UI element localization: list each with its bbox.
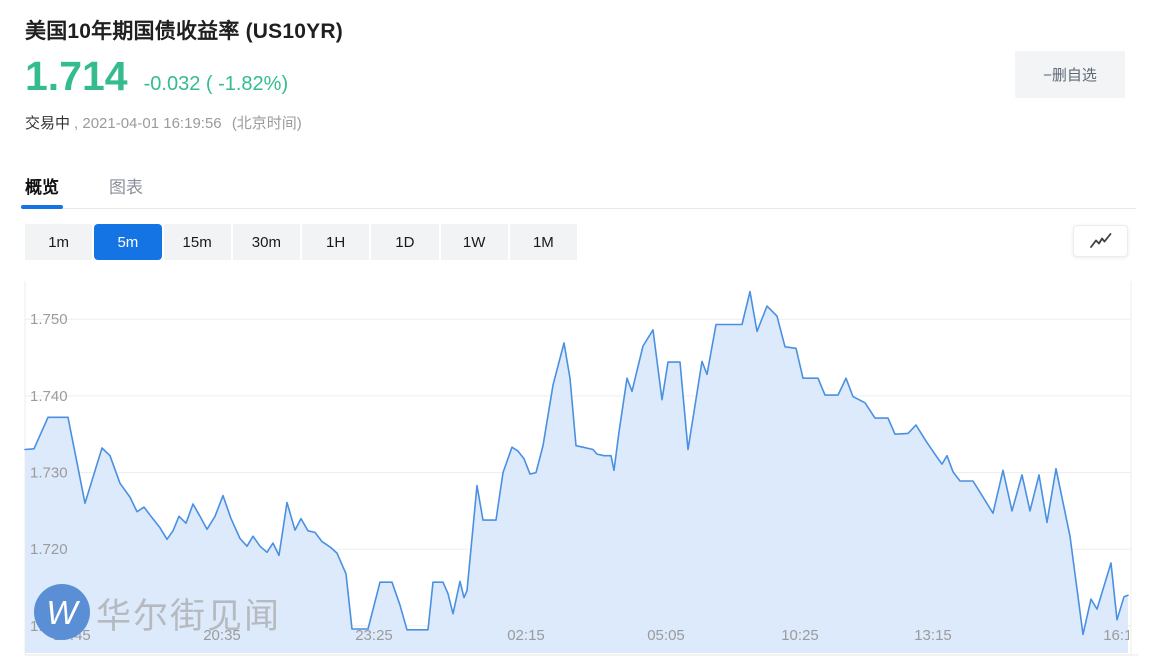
watermark-logo-letter: W bbox=[46, 594, 80, 631]
timeframe-1W[interactable]: 1W bbox=[440, 224, 508, 260]
svg-text:10:25: 10:25 bbox=[781, 627, 819, 644]
watermark-brand-text: 华尔街见闻 bbox=[96, 597, 281, 636]
trading-status: 交易中, 2021-04-01 16:19:56 (北京时间) bbox=[25, 112, 302, 133]
tab-label: 图表 bbox=[109, 177, 143, 197]
tab-label: 概览 bbox=[25, 177, 59, 197]
timezone-label: (北京时间) bbox=[231, 115, 302, 132]
svg-text:16:15: 16:15 bbox=[1103, 627, 1141, 644]
timeframe-1m[interactable]: 1m bbox=[25, 224, 93, 260]
tab-bar: 概览 图表 bbox=[21, 162, 1136, 209]
yield-area-series bbox=[24, 290, 1129, 653]
chart-type-button[interactable] bbox=[1073, 225, 1128, 257]
page-title: 美国10年期国债收益率 (US10YR) bbox=[25, 20, 343, 43]
timeframe-1M[interactable]: 1M bbox=[509, 224, 577, 260]
svg-text:1.720: 1.720 bbox=[30, 541, 68, 558]
svg-text:1.730: 1.730 bbox=[30, 465, 68, 482]
svg-text:1.740: 1.740 bbox=[30, 388, 68, 405]
line-chart-icon bbox=[1089, 233, 1111, 248]
price-row: 1.714 -0.032 ( -1.82%) bbox=[25, 56, 288, 97]
remove-watchlist-button[interactable]: −删自选 bbox=[1015, 51, 1125, 98]
timeframe-30m[interactable]: 30m bbox=[232, 224, 300, 260]
timeframe-15m[interactable]: 15m bbox=[163, 224, 231, 260]
tab-chart[interactable]: 图表 bbox=[109, 162, 143, 208]
svg-text:02:15: 02:15 bbox=[507, 627, 545, 644]
timeframe-1H[interactable]: 1H bbox=[302, 224, 370, 260]
svg-text:05:05: 05:05 bbox=[647, 627, 685, 644]
svg-text:20:35: 20:35 bbox=[203, 627, 241, 644]
price-chart[interactable]: 1.7501.7401.7301.7201.71017:4520:3523:25… bbox=[0, 277, 1161, 657]
timeframe-5m[interactable]: 5m bbox=[94, 224, 162, 260]
svg-text:13:15: 13:15 bbox=[914, 627, 952, 644]
quote-timestamp: , 2021-04-01 16:19:56 bbox=[74, 115, 222, 132]
trading-status-label: 交易中 bbox=[25, 115, 71, 132]
active-tab-underline bbox=[21, 205, 63, 209]
last-price: 1.714 bbox=[25, 53, 128, 99]
tab-overview[interactable]: 概览 bbox=[21, 162, 63, 209]
timeframe-bar: 1m 5m 15m 30m 1H 1D 1W 1M bbox=[25, 224, 577, 260]
svg-text:23:25: 23:25 bbox=[355, 627, 393, 644]
timeframe-1D[interactable]: 1D bbox=[371, 224, 439, 260]
svg-text:1.750: 1.750 bbox=[30, 311, 68, 328]
watermark: W 华尔街见闻 bbox=[34, 584, 281, 640]
price-change: -0.032 ( -1.82%) bbox=[143, 73, 289, 95]
